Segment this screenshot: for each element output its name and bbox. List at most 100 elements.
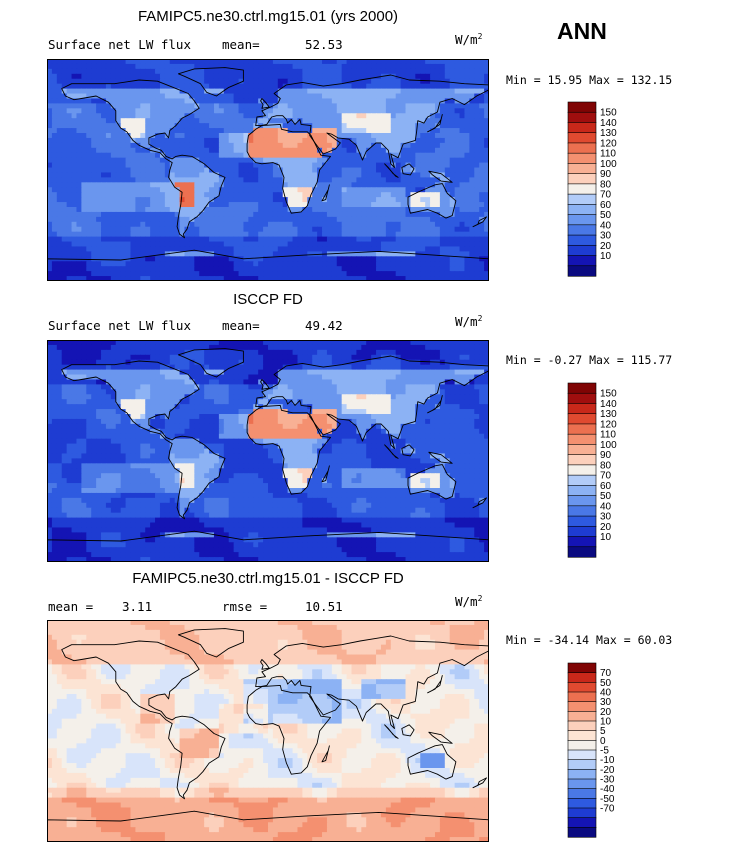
field-cell [169,202,176,208]
field-cell [243,167,249,174]
field-cell [140,118,146,124]
field-cell [361,359,367,366]
field-cell [51,251,58,257]
coastline [260,98,270,109]
field-cell [474,197,480,203]
field-cell [204,157,210,164]
field-cell [189,177,195,183]
field-cell [380,192,387,198]
field-cell [464,167,470,174]
field-cell [194,256,200,262]
field-cell [150,172,156,178]
field-cell [454,271,461,277]
field-cell [86,147,92,154]
field-cell [86,216,92,223]
field-cell [351,162,357,169]
field-cell [361,369,367,376]
field-cell [322,231,328,238]
field-cell [415,241,421,248]
field-cell [449,231,456,238]
field-cell [410,83,416,90]
field-cell [91,236,97,243]
field-cell [135,207,141,213]
field-cell [366,271,372,277]
field-cell [135,137,141,144]
field-cell [405,113,412,119]
field-cell [140,261,146,267]
field-cell [101,271,107,277]
field-cell [263,83,269,90]
field-cell [140,276,146,281]
field-cell [439,211,446,218]
field-cell [302,83,308,90]
field-cell [115,78,122,85]
field-cell [155,88,161,95]
field-cell [380,187,387,193]
field-cell [464,118,470,124]
field-cell [61,251,68,257]
field-cell [400,118,407,124]
field-cell [292,256,299,262]
field-cell [140,256,146,262]
field-cell [449,246,456,252]
field-cell [376,113,382,119]
field-cell [105,93,112,100]
field-cell [66,207,73,213]
field-cell [140,182,146,188]
field-cell [145,251,151,257]
field-cell [71,384,78,390]
field-cell [331,88,338,95]
field-cell [51,73,58,80]
field-cell [258,187,264,193]
field-cell [223,177,230,183]
field-cell [302,167,308,174]
field-cell [312,197,318,203]
field-cell [179,133,186,139]
field-cell [292,187,299,193]
field-cell [130,354,136,361]
field-cell [356,261,362,267]
field-cell [189,202,195,208]
field-cell [268,207,274,213]
field-cell [302,108,308,114]
field-cell [51,123,58,129]
field-cell [140,251,146,257]
field-cell [105,83,112,90]
field-cell [361,123,367,129]
field-cell [81,182,87,188]
field-cell [322,167,328,174]
field-cell [213,226,220,233]
field-cell [81,98,87,104]
field-cell [469,340,475,346]
field-cell [145,374,151,381]
field-cell [366,251,372,257]
field-cell [459,152,466,159]
field-cell [47,374,53,381]
field-cell [459,157,466,164]
field-cell [312,152,318,159]
field-cell [91,137,97,144]
field-cell [459,123,466,129]
field-cell [86,221,92,228]
field-cell [258,276,264,281]
field-cell [209,359,215,366]
field-cell [145,73,151,80]
field-cell [390,108,397,114]
field-cell [204,241,210,248]
field-cell [282,187,289,193]
field-cell [317,276,323,281]
field-cell [331,108,338,114]
field-cell [125,266,132,272]
field-cell [366,241,372,248]
field-cell [400,207,407,213]
field-cell [56,157,63,164]
field-cell [366,211,372,218]
field-cell [209,113,215,119]
field-cell [56,216,63,223]
field-cell [380,271,387,277]
field-cell [71,83,78,90]
field-cell [110,152,117,159]
field-cell [302,271,308,277]
field-cell [366,221,372,228]
field-cell [434,63,441,70]
